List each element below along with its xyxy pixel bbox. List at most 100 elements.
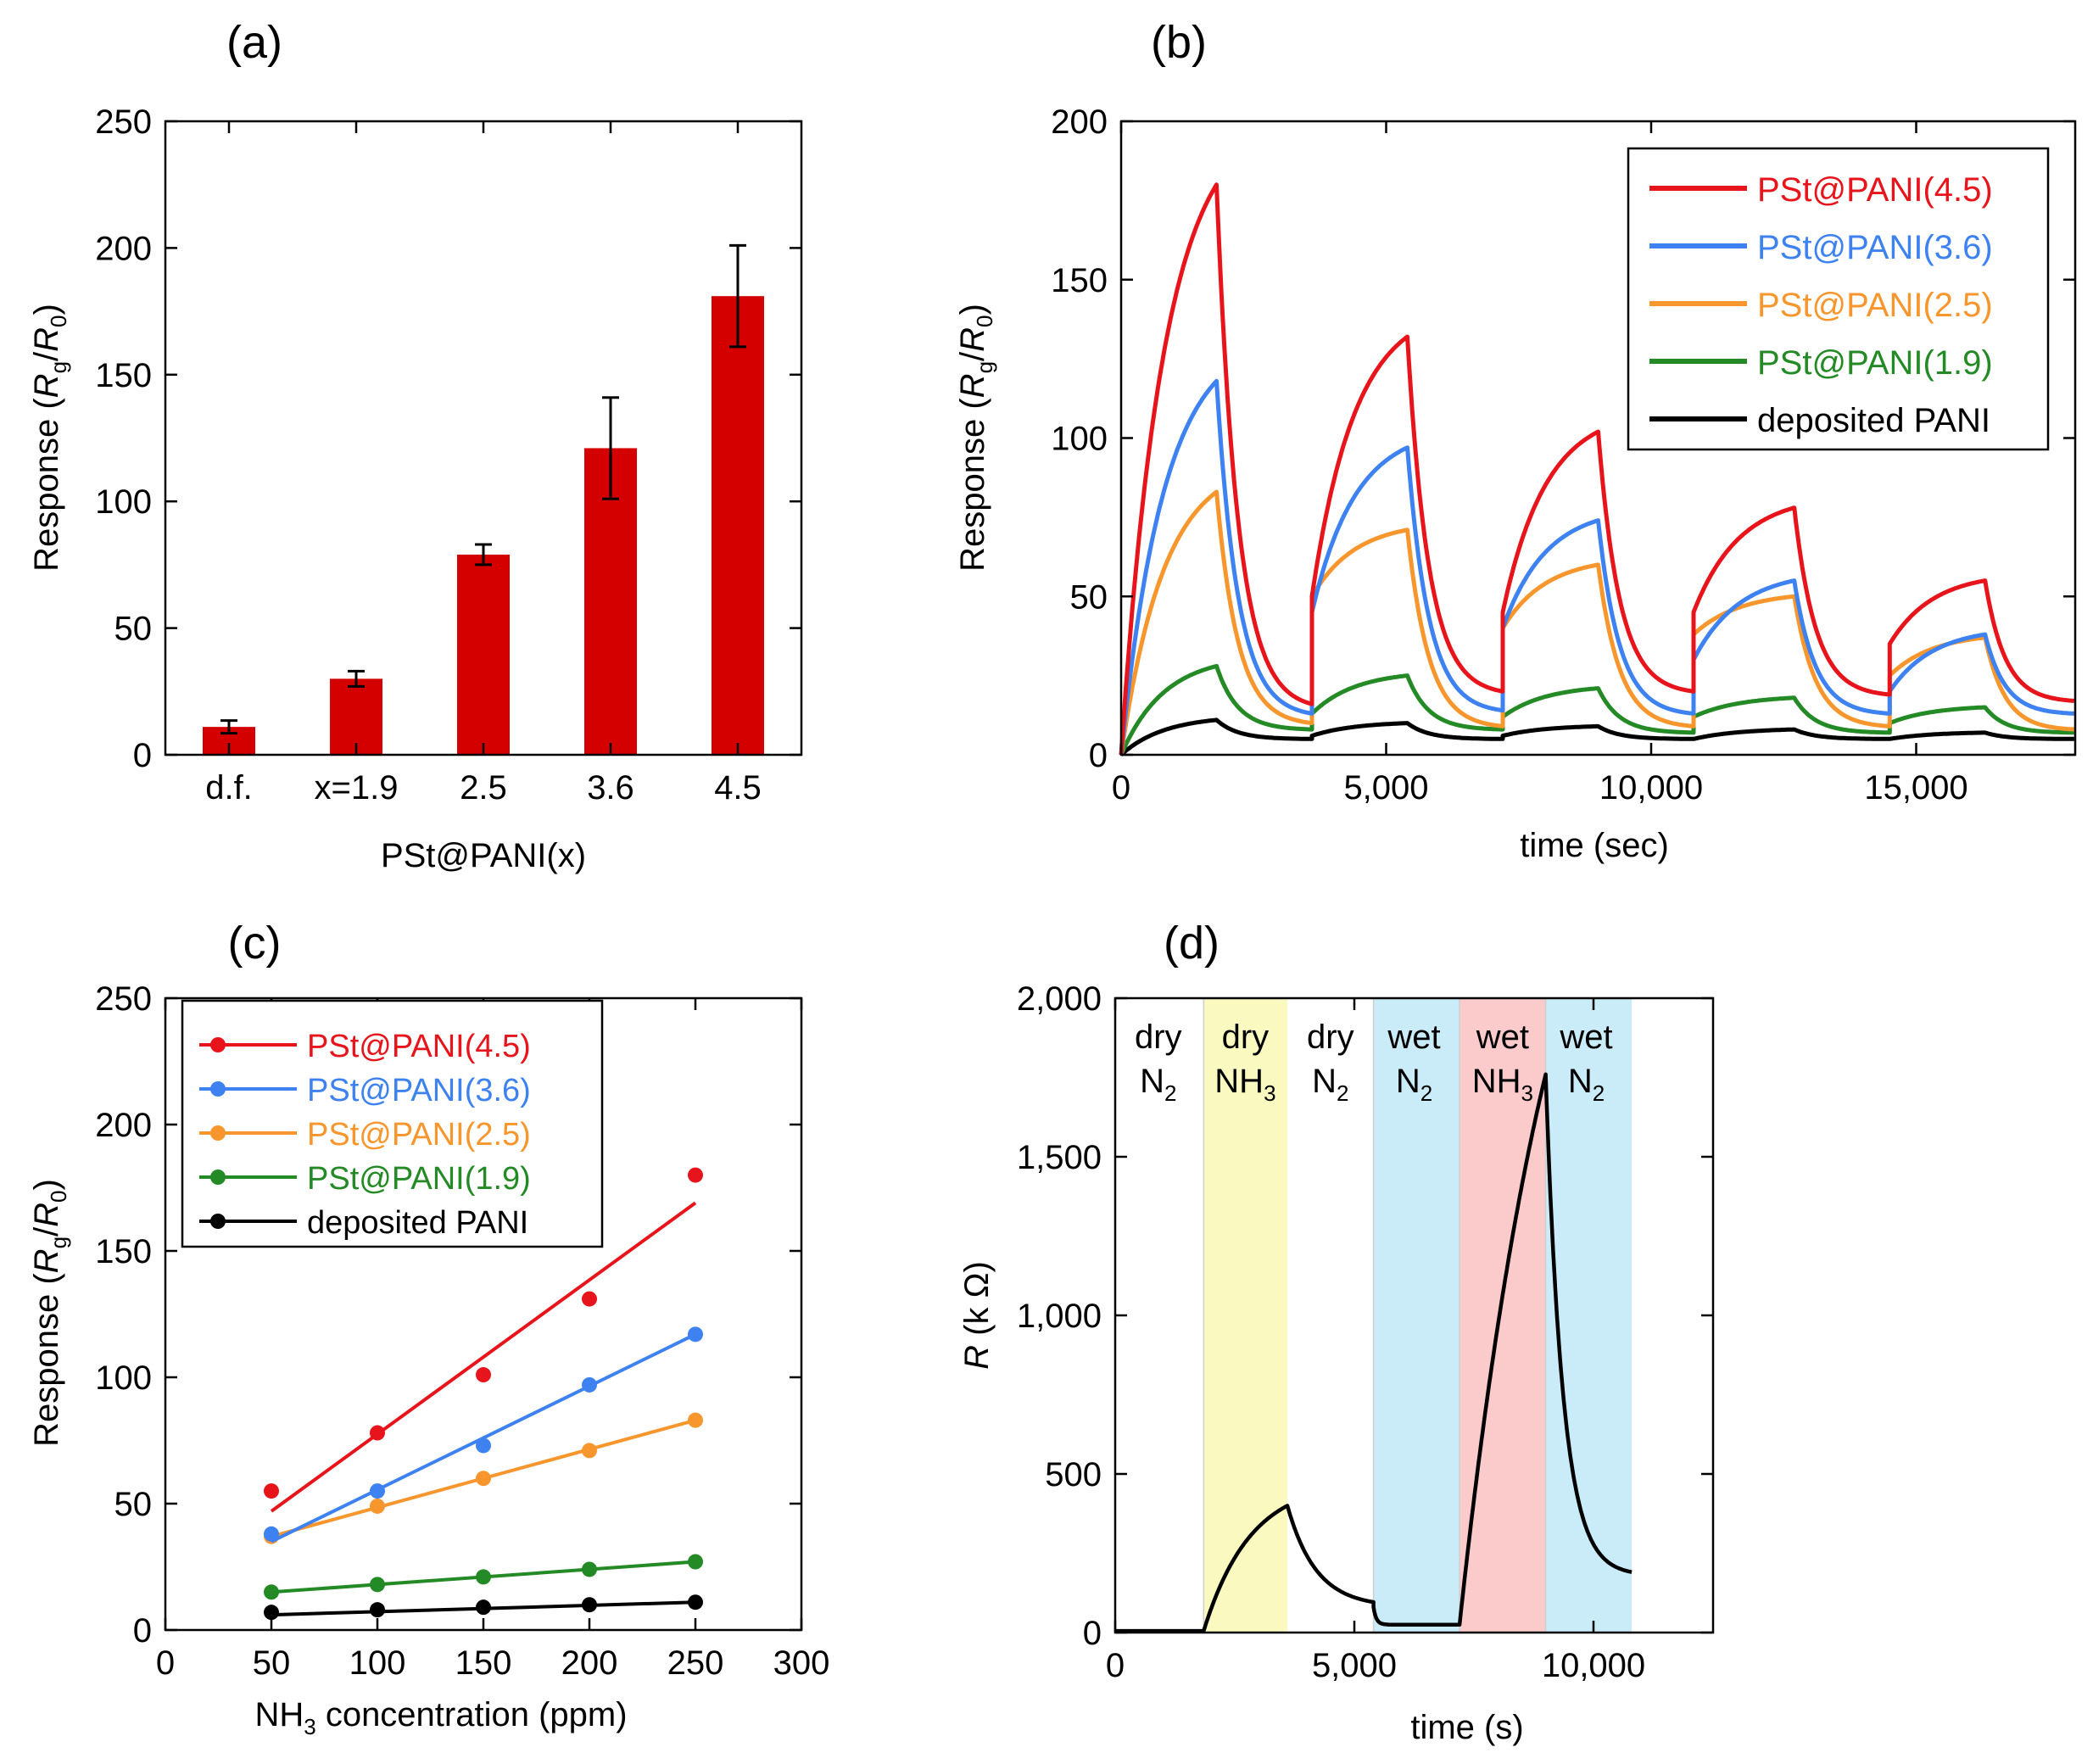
panel-c-ytick-label: 50 [114, 1486, 153, 1523]
panel-d-line-chart: (d) 0 500 1,000 1,500 2,000 0 5,000 10,000 tim… [958, 918, 1715, 1746]
point-pst-pani-2-5-150 [476, 1471, 491, 1487]
panel-a-bar-chart: (a) 0 50 100 150 200 250 d.f. x=1.9 2.5 3.6 4.5 P… [28, 17, 803, 874]
bar-4-5 [712, 296, 764, 755]
gas-band-1 [1203, 998, 1288, 1633]
panel-b-xtick-label: 5,000 [1343, 769, 1428, 807]
legend-swatch-marker-pst-pani-2-5 [210, 1125, 226, 1141]
panel-d-x-ticks: 0 5,000 10,000 [1106, 998, 1645, 1684]
panel-b-legend-box [1627, 147, 2050, 451]
legend-label-pst-pani-3-6: PSt@PANI(3.6) [307, 1073, 531, 1108]
region-label-1-line1: dry [1135, 1019, 1182, 1056]
panel-c-xtick-label: 250 [667, 1644, 724, 1682]
point-pst-pani-4-5-100 [370, 1425, 385, 1441]
point-pst-pani-4-5-150 [476, 1367, 491, 1383]
legend-label-pst-pani-2-5: PSt@PANI(2.5) [307, 1117, 531, 1153]
region-label-5-line1: wet [1476, 1019, 1529, 1056]
region-label-5-line2: NH3 [1472, 1063, 1533, 1106]
panel-c-xtick-label: 300 [773, 1644, 830, 1682]
panel-d-ytick-label: 0 [1083, 1615, 1102, 1652]
point-deposited-pani-100 [370, 1602, 385, 1618]
panel-a-ytick-label: 50 [114, 611, 153, 648]
panel-b-ytick-label: 150 [1051, 262, 1108, 299]
panel-d-ytick-label: 2,000 [1017, 980, 1102, 1018]
legend-label-pst-pani-4-5: PSt@PANI(4.5) [1757, 171, 1993, 209]
legend-label-deposited-pani: deposited PANI [1757, 402, 1990, 439]
point-pst-pani-1-9-200 [582, 1561, 597, 1577]
region-label-3-line1: dry [1307, 1019, 1354, 1056]
panel-c-xtick-label: 200 [561, 1644, 618, 1682]
panel-c-scatter-chart: (c) 0 50 100 150 200 250 0 50 100 150 200 250 300 N… [28, 918, 829, 1739]
panel-a-xtick-label-x-1-9: x=1.9 [315, 769, 399, 807]
panel-a-xtick-label-2-5: 2.5 [460, 769, 507, 807]
panel-b-ytick-label: 200 [1051, 103, 1108, 141]
point-pst-pani-1-9-100 [370, 1577, 385, 1593]
series-line-deposited-pani [1119, 717, 2075, 756]
series-line-pst-pani-1-9 [1119, 663, 2075, 756]
panel-d-xtick-label: 5,000 [1312, 1647, 1397, 1684]
point-pst-pani-1-9-50 [264, 1584, 279, 1600]
panel-a-xtick-label-d-f: d.f. [205, 769, 253, 807]
point-pst-pani-2-5-200 [582, 1443, 597, 1459]
panel-c-x-ticks: 0 50 100 150 200 250 300 [156, 998, 830, 1682]
point-pst-pani-4-5-50 [264, 1483, 279, 1499]
panel-a-x-axis-label: PSt@PANI(x) [381, 837, 586, 874]
region-label-2-line2: NH3 [1214, 1063, 1275, 1106]
panel-b-ytick-label: 50 [1070, 578, 1108, 616]
panel-b-label: (b) [1151, 17, 1207, 68]
panel-b-y-axis-label: Response (Rg/R0) [954, 304, 997, 572]
panel-a-xtick-label-3-6: 3.6 [587, 769, 634, 807]
panel-d-y-ticks: 0 500 1,000 1,500 2,000 [1017, 980, 1713, 1652]
bar-x-1-9 [330, 678, 382, 755]
region-label-2-line1: dry [1222, 1019, 1270, 1056]
panel-c-xtick-label: 100 [349, 1644, 406, 1682]
panel-c-y-ticks: 0 50 100 150 200 250 [95, 980, 801, 1650]
point-pst-pani-3-6-200 [582, 1376, 597, 1393]
panel-d-region-labels: dry N2 dry NH3 dry N2 wet N2 wet NH3 wet N2 [1135, 1019, 1613, 1106]
panel-a-ytick-label: 250 [95, 103, 152, 141]
legend-label-pst-pani-1-9: PSt@PANI(1.9) [307, 1161, 531, 1197]
panel-d-xtick-label: 10,000 [1542, 1647, 1645, 1684]
point-pst-pani-3-6-250 [688, 1326, 703, 1343]
gas-band-4 [1545, 998, 1633, 1633]
panel-b-legend: PSt@PANI(4.5) PSt@PANI(3.6) PSt@PANI(2.5) P… [1627, 147, 2050, 451]
point-pst-pani-2-5-250 [688, 1412, 703, 1428]
panel-a-ytick-label: 200 [95, 230, 152, 267]
point-pst-pani-3-6-50 [264, 1526, 279, 1542]
point-deposited-pani-50 [264, 1605, 279, 1621]
panel-a-xtick-label-4-5: 4.5 [714, 769, 762, 807]
panel-c-legend: PSt@PANI(4.5) PSt@PANI(3.6) PSt@PANI(2.5) P… [181, 999, 604, 1248]
panel-b-xtick-label: 10,000 [1599, 769, 1703, 807]
legend-swatch-marker-pst-pani-1-9 [210, 1169, 226, 1185]
panel-a-y-ticks: 0 50 100 150 200 250 [95, 103, 801, 774]
point-deposited-pani-250 [688, 1594, 703, 1610]
legend-label-pst-pani-3-6: PSt@PANI(3.6) [1757, 229, 1993, 266]
panel-d-ytick-label: 500 [1045, 1456, 1102, 1493]
legend-label-deposited-pani: deposited PANI [307, 1205, 528, 1241]
panel-b-xtick-label: 15,000 [1864, 769, 1967, 807]
panel-a-ytick-label: 0 [133, 737, 152, 774]
panel-d-label: (d) [1164, 918, 1220, 969]
panel-c-label: (c) [228, 918, 282, 969]
panel-c-marks [264, 1167, 703, 1621]
panel-d-x-axis-label: time (s) [1410, 1709, 1523, 1746]
resistance-curve [1113, 1072, 1633, 1633]
fit-line-pst-pani-4-5 [270, 1201, 697, 1513]
panel-c-ytick-label: 0 [133, 1612, 152, 1650]
legend-label-pst-pani-2-5: PSt@PANI(2.5) [1757, 287, 1993, 324]
panel-b-ytick-label: 100 [1051, 421, 1108, 458]
legend-swatch-marker-deposited-pani [210, 1214, 226, 1229]
region-label-4-line1: wet [1387, 1019, 1440, 1056]
panel-a-y-axis-label: Response (Rg/R0) [28, 304, 71, 572]
series-line-pst-pani-4-5 [1119, 182, 2075, 756]
panel-c-xtick-label: 0 [156, 1644, 175, 1682]
panel-b-marks [1119, 182, 2075, 756]
series-line-pst-pani-2-5 [1119, 489, 2075, 756]
legend-swatch-marker-pst-pani-3-6 [210, 1081, 226, 1097]
panel-a-x-ticks: d.f. x=1.9 2.5 3.6 4.5 [205, 121, 762, 807]
legend-swatch-marker-pst-pani-4-5 [210, 1037, 226, 1052]
point-pst-pani-3-6-150 [476, 1437, 491, 1454]
panel-c-ytick-label: 200 [95, 1107, 152, 1144]
point-deposited-pani-150 [476, 1599, 491, 1616]
panel-c-y-axis-label: Response (Rg/R0) [28, 1179, 71, 1447]
